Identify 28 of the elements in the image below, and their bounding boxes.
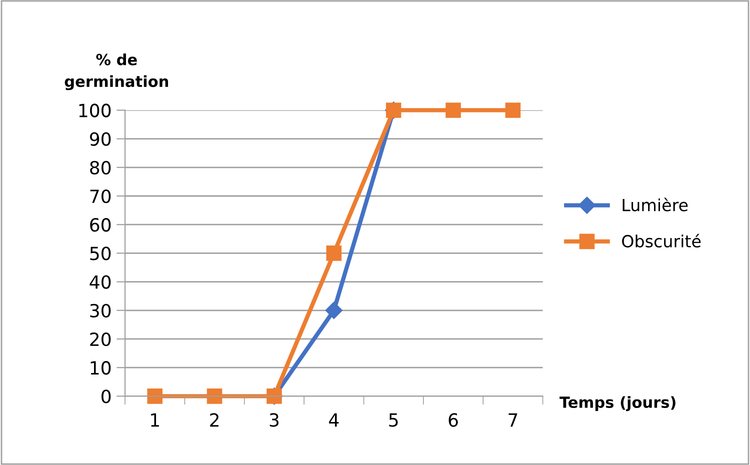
- y-tick-label: 100: [79, 104, 111, 118]
- y-tick-label: 70: [90, 189, 111, 204]
- x-tick-label: 4: [329, 413, 339, 427]
- point: [147, 388, 163, 404]
- point: [326, 246, 342, 261]
- x-tick-label: 7: [508, 413, 518, 427]
- y-tick-label: 40: [90, 275, 111, 289]
- x-tick-label: 1: [151, 413, 159, 427]
- y-tick-label: 90: [90, 132, 111, 146]
- y-axis-title: % de germination: [64, 54, 168, 90]
- legend-label: Lumière: [622, 198, 688, 212]
- point: [206, 388, 222, 404]
- y-tick-label: 60: [90, 218, 111, 232]
- y-tick-label: 30: [90, 304, 111, 318]
- point: [505, 102, 521, 118]
- y-tick-label: 0: [102, 390, 111, 404]
- x-axis-title: Temps (jours): [560, 396, 676, 412]
- y-tick-label: 20: [90, 332, 111, 346]
- y-tick-label: 80: [90, 160, 111, 175]
- x-tick-label: 2: [210, 413, 218, 427]
- point: [446, 102, 461, 118]
- x-tick-label: 3: [270, 413, 279, 427]
- x-tick-label: 5: [389, 413, 398, 427]
- y-tick-label: 50: [90, 246, 111, 260]
- x-tick-label: 6: [448, 413, 458, 427]
- point: [325, 302, 342, 319]
- legend-label: Obscurité: [622, 234, 701, 248]
- y-tick-label: 10: [90, 361, 111, 375]
